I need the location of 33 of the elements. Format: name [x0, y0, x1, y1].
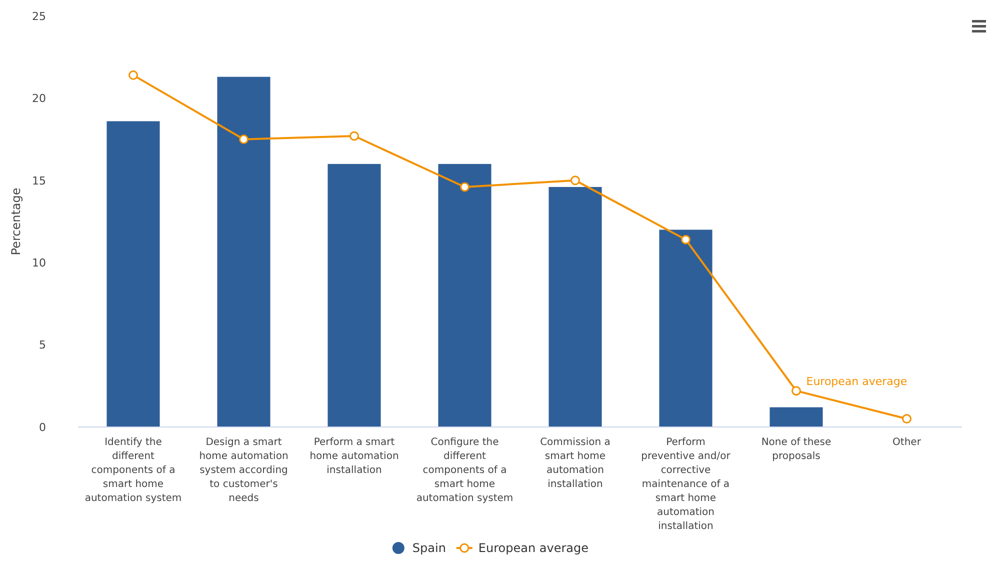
x-tick-label: Identify the different components of a smart home automation system: [84, 437, 182, 504]
point: [128, 70, 138, 80]
bar: [106, 121, 160, 427]
point: [239, 134, 248, 144]
y-tick-label: 10: [32, 256, 46, 270]
bar: [770, 407, 823, 427]
y-tick-label: 15: [32, 174, 46, 188]
bar: [217, 76, 270, 427]
y-tick-label: 25: [32, 10, 46, 23]
x-tick-label: Design a smart home automation system according to customer's needs: [199, 437, 288, 504]
y-tick-label: 5: [39, 338, 46, 352]
x-tick-label: Other: [892, 437, 922, 448]
annotation: European average: [806, 375, 908, 388]
legend-label: Spain: [412, 541, 446, 556]
x-tick-label: Perform a smart home automation installation: [310, 437, 399, 476]
bar: [328, 164, 381, 427]
x-tick-label: Perform preventive and/or corrective maintenance of a smart home automation installation: [641, 437, 732, 532]
point: [570, 176, 580, 186]
point: [681, 234, 690, 244]
x-tick-label: None of these proposals: [761, 437, 832, 462]
bar: [548, 186, 602, 427]
point: [792, 386, 801, 396]
y-tick-label: 20: [32, 92, 46, 106]
y-axis-title: Percentage: [9, 188, 23, 256]
point: [460, 182, 470, 192]
point: [350, 131, 359, 141]
bar: [659, 230, 712, 427]
bar: [438, 164, 492, 427]
x-tick-label: Configure the different components of a smart home automation system: [416, 437, 514, 504]
point: [902, 414, 912, 424]
x-tick-label: Commission a smart home automation installation: [540, 437, 610, 490]
legend-label: European average: [478, 541, 589, 556]
y-tick-label: 0: [39, 420, 46, 434]
